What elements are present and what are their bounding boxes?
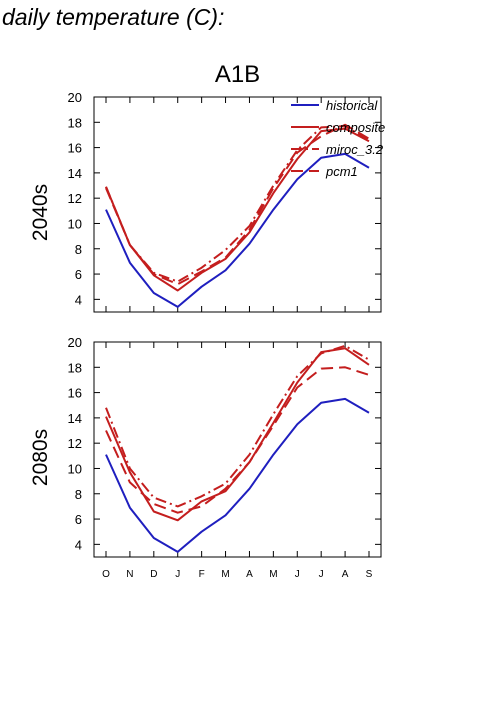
x-tick-label: M: [269, 569, 277, 580]
x-tick-label: S: [366, 569, 373, 580]
series-line-pcm1-2: [105, 366, 370, 514]
page-title: daily temperature (C):: [2, 4, 225, 30]
series-line-historical-1: [105, 152, 370, 308]
legend-label-pcm1: pcm1: [325, 164, 358, 179]
y-tick-label: 14: [68, 166, 82, 181]
x-tick-label: J: [295, 569, 300, 580]
y-tick-label: 16: [68, 141, 82, 156]
x-tick-label: F: [199, 569, 205, 580]
y-tick-label: 6: [75, 512, 82, 527]
x-tick-label: A: [342, 569, 349, 580]
x-tick-label: N: [126, 569, 133, 580]
x-tick-label: M: [221, 569, 229, 580]
y-axis-label-2080s: 2080s: [29, 429, 52, 486]
y-tick-label: 18: [68, 115, 82, 130]
y-tick-label: 20: [68, 90, 82, 105]
legend-label-historical: historical: [326, 98, 378, 113]
y-tick-label: 20: [68, 335, 82, 350]
x-tick-label: D: [150, 569, 157, 580]
x-tick-label: J: [175, 569, 180, 580]
plot-frame-1: [93, 96, 382, 313]
y-tick-label: 12: [68, 191, 82, 206]
y-axis-label-2040s: 2040s: [29, 184, 52, 241]
chart-title: A1B: [215, 61, 260, 88]
y-tick-label: 10: [68, 216, 82, 231]
y-tick-label: 8: [75, 242, 82, 257]
x-tick-label: J: [319, 569, 324, 580]
series-line-miroc-3-2-2: [105, 344, 370, 508]
series-line-composite-2: [105, 347, 370, 522]
legend-label-miroc-3-2: miroc_3.2: [326, 142, 384, 157]
y-tick-label: 8: [75, 487, 82, 502]
y-tick-label: 16: [68, 386, 82, 401]
plot-frame-2: [93, 341, 382, 558]
y-tick-label: 4: [75, 537, 82, 552]
x-tick-label: A: [246, 569, 253, 580]
y-tick-label: 12: [68, 436, 82, 451]
y-tick-label: 4: [75, 292, 82, 307]
x-tick-label: O: [102, 569, 110, 580]
y-tick-label: 18: [68, 360, 82, 375]
y-tick-label: 10: [68, 461, 82, 476]
legend-label-composite: composite: [326, 120, 385, 135]
y-tick-label: 6: [75, 267, 82, 282]
series-line-pcm1-1: [105, 123, 370, 286]
series-line-historical-2: [105, 397, 370, 553]
y-tick-label: 14: [68, 411, 82, 426]
